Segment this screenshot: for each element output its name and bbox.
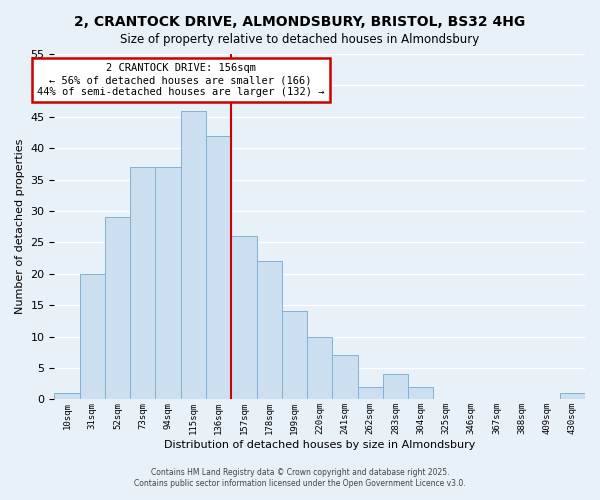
Text: Size of property relative to detached houses in Almondsbury: Size of property relative to detached ho… (121, 32, 479, 46)
Bar (206, 136, 231, 400)
Text: 2, CRANTOCK DRIVE, ALMONDSBURY, BRISTOL, BS32 4HG: 2, CRANTOCK DRIVE, ALMONDSBURY, BRISTOL,… (74, 15, 526, 29)
Text: 2 CRANTOCK DRIVE: 156sqm
← 56% of detached houses are smaller (166)
44% of semi-: 2 CRANTOCK DRIVE: 156sqm ← 56% of detach… (37, 64, 325, 96)
Bar (181, 110, 206, 400)
Bar (80, 274, 105, 400)
Bar (383, 374, 408, 400)
Bar (282, 312, 307, 400)
Bar (257, 261, 282, 400)
Bar (332, 356, 358, 400)
Bar (307, 336, 332, 400)
Text: Contains HM Land Registry data © Crown copyright and database right 2025.
Contai: Contains HM Land Registry data © Crown c… (134, 468, 466, 487)
Bar (408, 387, 433, 400)
X-axis label: Distribution of detached houses by size in Almondsbury: Distribution of detached houses by size … (164, 440, 475, 450)
Bar (55, 393, 80, 400)
Bar (358, 387, 383, 400)
Bar (155, 167, 181, 400)
Y-axis label: Number of detached properties: Number of detached properties (15, 139, 25, 314)
Bar (560, 393, 585, 400)
Bar (231, 236, 257, 400)
Bar (130, 167, 155, 400)
Bar (105, 218, 130, 400)
